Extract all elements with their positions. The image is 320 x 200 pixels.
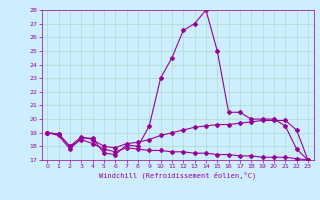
X-axis label: Windchill (Refroidissement éolien,°C): Windchill (Refroidissement éolien,°C) (99, 172, 256, 179)
